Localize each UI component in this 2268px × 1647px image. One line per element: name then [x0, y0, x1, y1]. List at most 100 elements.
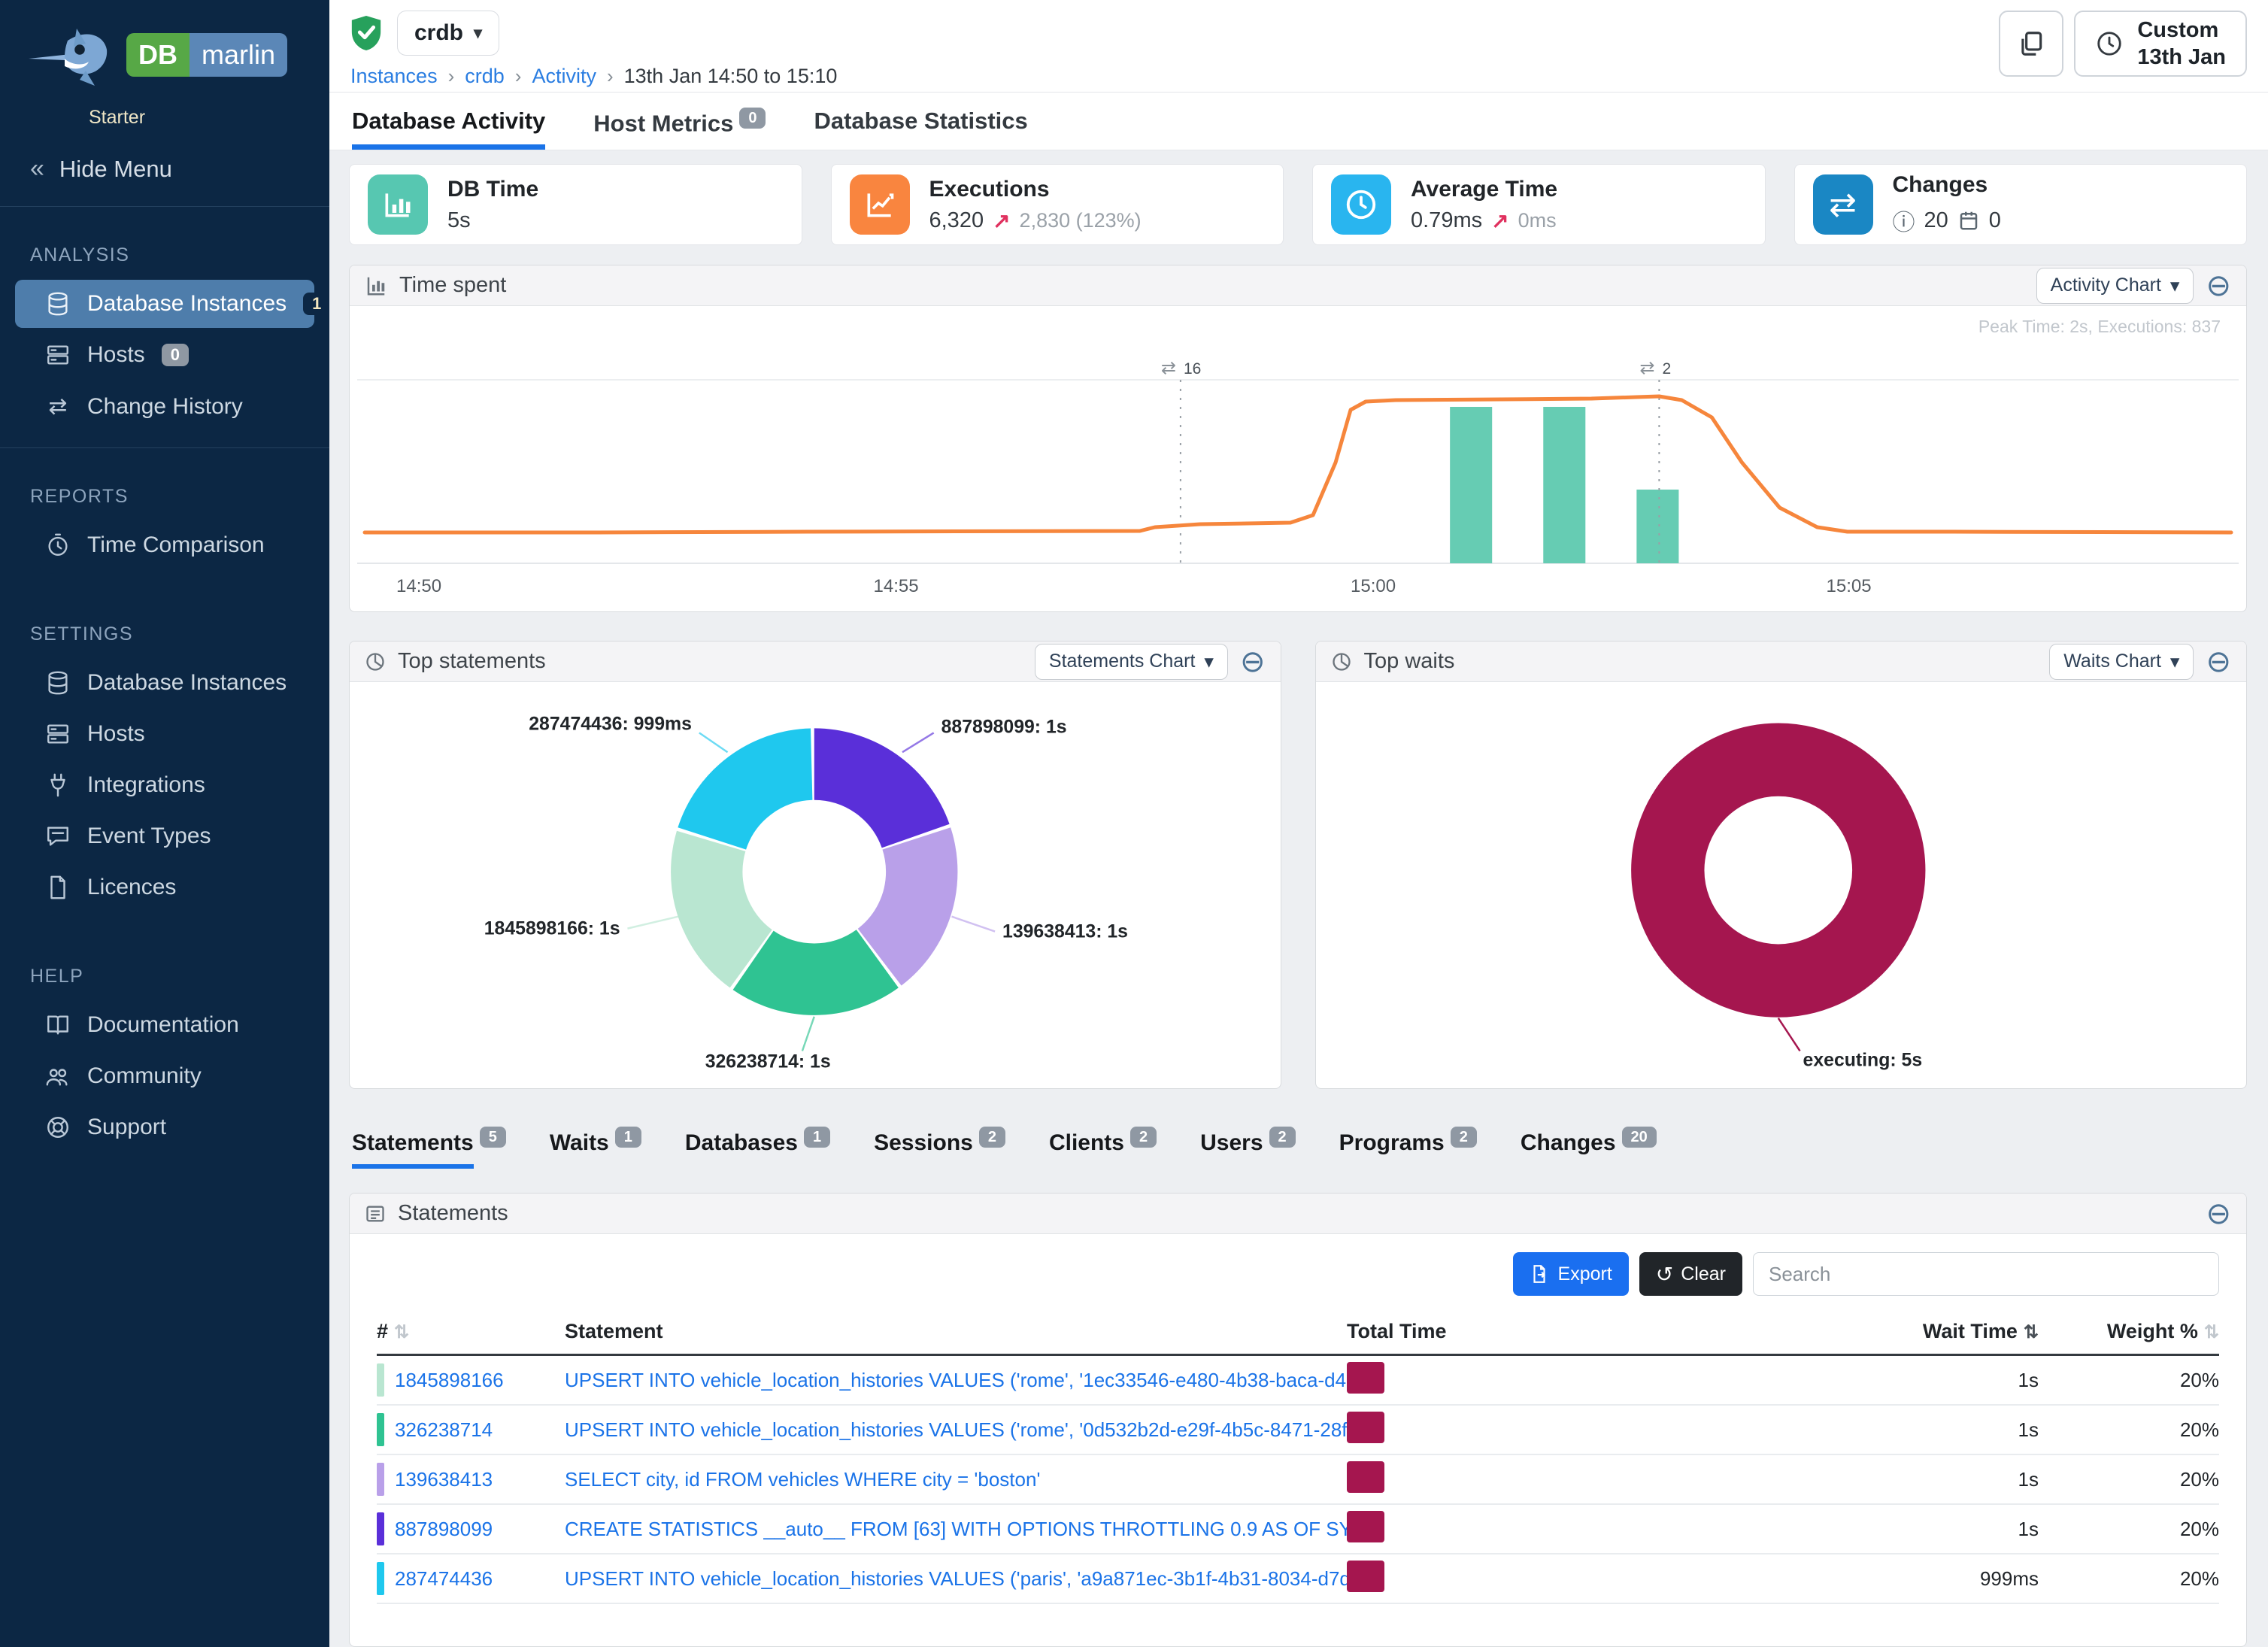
donut-slice-326238714[interactable]: [671, 728, 958, 1015]
leader-line: [1777, 1018, 1801, 1052]
instance-selector[interactable]: crdb ▾: [397, 11, 500, 56]
logo-db: DB: [126, 33, 190, 77]
plug-icon: [50, 773, 65, 797]
tab-waits[interactable]: Waits 1: [550, 1127, 641, 1173]
donut-slice-executing[interactable]: [1630, 723, 1925, 1018]
activity-chart-select[interactable]: Activity Chart ▾: [2036, 267, 2194, 304]
pie-icon: [366, 652, 384, 671]
detail-tabs: Statements 5 Waits 1 Databases 1 Sessions 2 …: [352, 1127, 2244, 1173]
sidebar-item-documentation[interactable]: Documentation: [15, 1001, 314, 1049]
statements-chart-select[interactable]: Statements Chart ▾: [1034, 643, 1228, 680]
col-wait-time[interactable]: Wait Time ⇅: [1922, 1320, 2039, 1342]
wait-time-value: 1s: [2018, 1418, 2039, 1441]
tab-sessions[interactable]: Sessions 2: [874, 1127, 1005, 1173]
collapse-panel-button[interactable]: ⊖: [1239, 645, 1266, 678]
search-input[interactable]: [1753, 1252, 2219, 1296]
panel-title: Top statements: [398, 649, 546, 673]
export-icon: [1533, 1265, 1545, 1283]
tab-changes[interactable]: Changes 20: [1521, 1127, 1657, 1173]
statements-table: # ⇅ Statement Total Time Wait Time ⇅ Weigh…: [377, 1312, 2219, 1604]
hide-menu-button[interactable]: « Hide Menu: [30, 154, 172, 183]
collapse-panel-button[interactable]: ⊖: [2206, 268, 2231, 302]
sidebar-item-database-instances[interactable]: Database Instances 1: [15, 280, 331, 328]
x-tick: 14:50: [396, 576, 441, 596]
statement-link[interactable]: UPSERT INTO vehicle_location_histories V…: [565, 1567, 1347, 1590]
change-arrows-icon: ⇄: [1812, 174, 1873, 235]
tab-users[interactable]: Users 2: [1200, 1127, 1296, 1173]
sidebar-item-support[interactable]: Support: [15, 1103, 314, 1151]
donut-slice-139638413[interactable]: [671, 728, 958, 1015]
tab-statements[interactable]: Statements 5: [352, 1127, 506, 1173]
statement-link[interactable]: UPSERT INTO vehicle_location_histories V…: [565, 1368, 1347, 1391]
executions-bar: [1636, 490, 1679, 563]
sidebar-item-change-history[interactable]: ⇄ Change History: [15, 382, 314, 431]
card-average-time: Average Time 0.79ms ↗ 0ms: [1312, 164, 1766, 245]
time-range-button[interactable]: Custom 13th Jan: [2074, 11, 2247, 77]
activity-chart-canvas: ⇄ 16 ⇄ 2 14:50 14:55 15:00 15:05: [357, 358, 2239, 596]
count-badge: 5: [479, 1127, 506, 1148]
col-total-time[interactable]: Total Time: [1347, 1320, 1447, 1342]
collapse-panel-button[interactable]: ⊖: [2206, 1197, 2231, 1230]
donut-slice-887898099[interactable]: [671, 728, 958, 1015]
donut-slice-1845898166[interactable]: [671, 728, 958, 1015]
breadcrumb-activity[interactable]: Activity: [532, 65, 596, 87]
sidebar-item-settings-database-instances[interactable]: Database Instances: [15, 659, 314, 707]
brand-logo[interactable]: DB marlin: [0, 0, 329, 102]
page-tabs: Database Activity Host Metrics 0 Database…: [329, 93, 2268, 150]
card-db-time: DB Time 5s: [349, 164, 802, 245]
clear-button[interactable]: ↺ Clear: [1639, 1252, 1742, 1296]
breadcrumb-crdb[interactable]: crdb: [465, 65, 505, 87]
col-statement[interactable]: Statement: [565, 1320, 663, 1342]
sidebar-item-hosts[interactable]: Hosts 0: [15, 331, 314, 379]
top-header: crdb ▾ Instances › crdb › Activity › 13t…: [329, 0, 2268, 93]
statement-id-link[interactable]: 887898099: [395, 1517, 493, 1540]
export-button[interactable]: Export: [1512, 1252, 1629, 1296]
statement-link[interactable]: CREATE STATISTICS __auto__ FROM [63] WIT…: [565, 1517, 1347, 1540]
peak-note: Peak Time: 2s, Executions: 837: [1978, 317, 2221, 336]
statement-id-link[interactable]: 139638413: [395, 1467, 493, 1491]
sidebar-item-time-comparison[interactable]: Time Comparison: [15, 521, 314, 569]
count-badge: 1: [303, 293, 331, 315]
sidebar-item-event-types[interactable]: Event Types: [15, 812, 314, 860]
col-weight[interactable]: Weight % ⇅: [2106, 1320, 2219, 1342]
leader-line: [627, 915, 679, 930]
tab-databases[interactable]: Databases 1: [685, 1127, 831, 1173]
sort-icon: ⇅: [2023, 1322, 2039, 1342]
sidebar-item-integrations[interactable]: Integrations: [15, 761, 314, 809]
section-analysis: ANALYSIS: [30, 244, 130, 265]
copy-link-button[interactable]: [1999, 11, 2064, 77]
table-row: 326238714 UPSERT INTO vehicle_location_h…: [377, 1406, 2219, 1455]
tab-host-metrics[interactable]: Host Metrics 0: [593, 108, 766, 150]
statement-id-link[interactable]: 287474436: [395, 1567, 493, 1590]
count-badge: 1: [614, 1127, 641, 1148]
collapse-panel-button[interactable]: ⊖: [2206, 645, 2231, 678]
breadcrumb-instances[interactable]: Instances: [350, 65, 438, 87]
tab-database-statistics[interactable]: Database Statistics: [814, 108, 1028, 134]
col-num[interactable]: # ⇅: [377, 1320, 410, 1342]
table-row: 287474436 UPSERT INTO vehicle_location_h…: [377, 1554, 2219, 1604]
sidebar-item-settings-hosts[interactable]: Hosts: [15, 710, 314, 758]
top-statements-chart: 887898099: 1s 139638413: 1s 326238714: 1…: [350, 682, 1281, 1088]
statements-donut-canvas: 887898099: 1s 139638413: 1s 326238714: 1…: [484, 714, 1128, 1072]
panel-title: Time spent: [399, 273, 507, 297]
slice-label: 287474436: 999ms: [529, 714, 692, 734]
statement-link[interactable]: SELECT city, id FROM vehicles WHERE city…: [565, 1467, 1041, 1491]
tab-clients[interactable]: Clients 2: [1049, 1127, 1157, 1173]
change-marker-label: ⇄ 16: [1161, 358, 1201, 378]
tab-programs[interactable]: Programs 2: [1339, 1127, 1477, 1173]
time-spent-chart: Peak Time: 2s, Executions: 837 ⇄ 16: [350, 306, 2246, 611]
waits-chart-select[interactable]: Waits Chart ▾: [2049, 643, 2194, 680]
sidebar-item-licences[interactable]: Licences: [15, 863, 314, 911]
statement-id-link[interactable]: 1845898166: [395, 1368, 504, 1391]
slice-label: 887898099: 1s: [941, 717, 1067, 737]
clock-icon: [1331, 174, 1391, 235]
life-ring-icon: [47, 1117, 68, 1138]
line-chart-icon: [849, 174, 910, 235]
statement-link[interactable]: UPSERT INTO vehicle_location_histories V…: [565, 1418, 1347, 1441]
statement-id-link[interactable]: 326238714: [395, 1418, 493, 1441]
leader-line: [951, 915, 996, 933]
total-time-bar: [1347, 1510, 1384, 1542]
tab-database-activity[interactable]: Database Activity: [352, 108, 546, 150]
sidebar-item-community[interactable]: Community: [15, 1052, 314, 1100]
wait-time-value: 1s: [2018, 1517, 2039, 1540]
